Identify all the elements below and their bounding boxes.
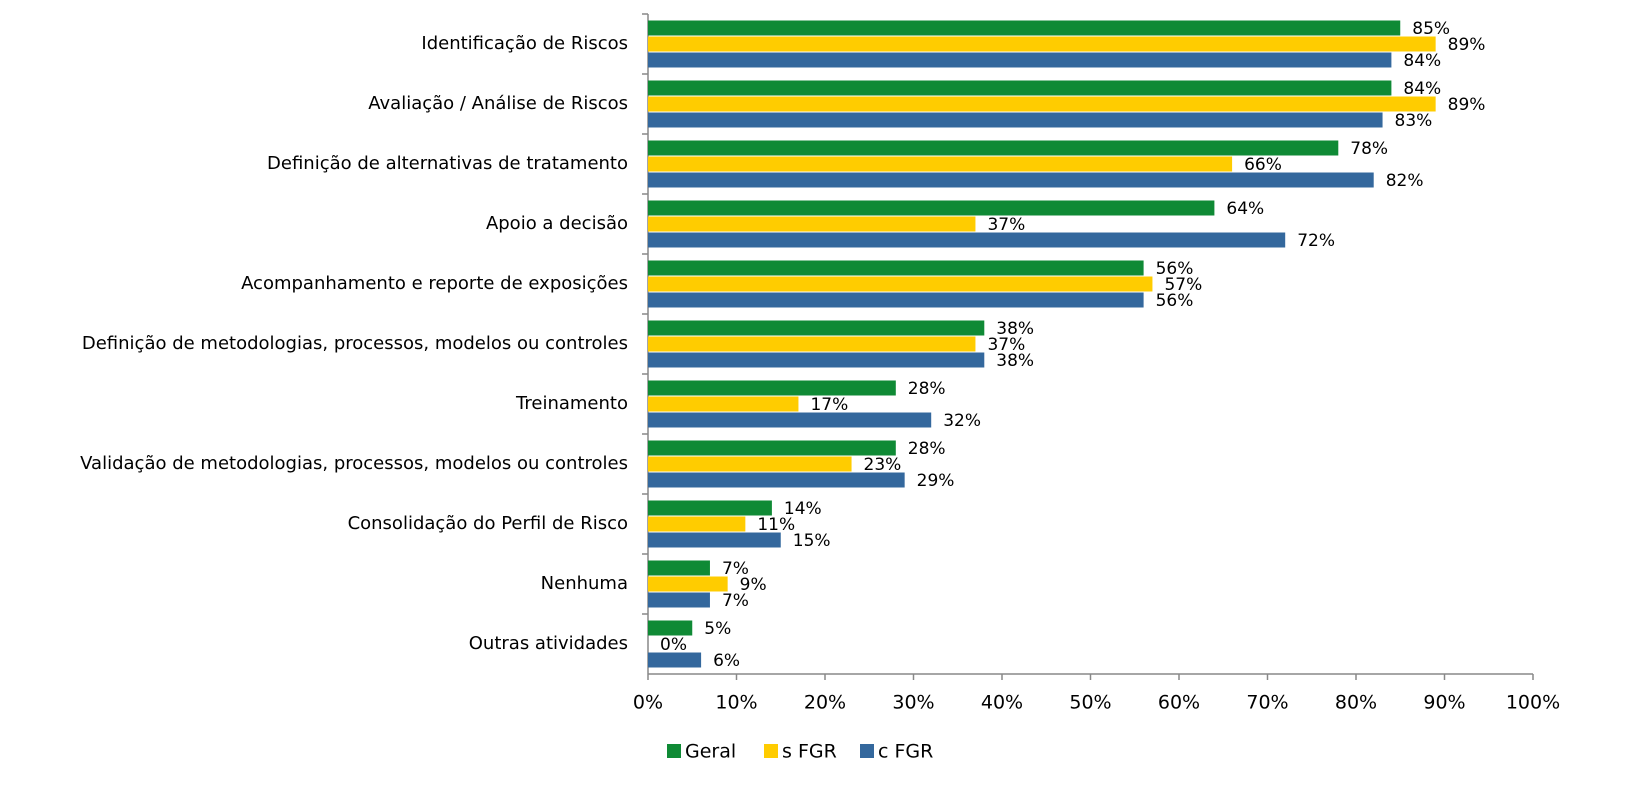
data-label: 78% (1350, 139, 1388, 159)
data-label: 23% (864, 455, 902, 475)
bar (648, 232, 1286, 248)
bar (648, 36, 1436, 52)
bar (648, 292, 1144, 308)
y-tick-label: Acompanhamento e reporte de exposições (241, 273, 628, 294)
x-tick-label: 90% (1423, 692, 1465, 714)
data-label: 6% (713, 651, 740, 671)
bar (648, 576, 728, 592)
y-tick-label: Avaliação / Análise de Riscos (368, 93, 628, 114)
bar (648, 560, 710, 576)
legend-swatch (860, 744, 874, 758)
bar (648, 140, 1339, 156)
data-label: 5% (704, 619, 731, 639)
bar (648, 276, 1153, 292)
bar (648, 320, 985, 336)
data-label: 72% (1297, 231, 1335, 251)
data-label: 82% (1386, 171, 1424, 191)
y-tick-label: Apoio a decisão (486, 213, 628, 234)
data-label: 38% (996, 319, 1034, 339)
bar (648, 456, 852, 472)
bar (648, 440, 896, 456)
bar (648, 352, 985, 368)
y-tick-label: Consolidação do Perfil de Risco (348, 513, 628, 534)
data-label: 66% (1244, 155, 1282, 175)
data-label: 7% (722, 591, 749, 611)
bar (648, 500, 772, 516)
bar (648, 20, 1401, 36)
data-label: 89% (1448, 95, 1486, 115)
data-label: 0% (660, 635, 687, 655)
bar (648, 172, 1374, 188)
x-tick-label: 80% (1335, 692, 1377, 714)
y-tick-label: Definição de metodologias, processos, mo… (82, 333, 628, 354)
data-label: 84% (1403, 79, 1441, 99)
bar (648, 532, 781, 548)
y-tick-label: Definição de alternativas de tratamento (267, 153, 628, 174)
bar (648, 216, 976, 232)
data-label: 11% (757, 515, 795, 535)
bar (648, 516, 746, 532)
bar (648, 620, 693, 636)
y-tick-label: Identificação de Riscos (421, 33, 628, 54)
data-label: 7% (722, 559, 749, 579)
bar (648, 592, 710, 608)
bar (648, 260, 1144, 276)
legend-swatch (764, 744, 778, 758)
data-label: 14% (784, 499, 822, 519)
data-label: 17% (810, 395, 848, 415)
data-label: 28% (908, 439, 946, 459)
bar (648, 200, 1215, 216)
data-label: 84% (1403, 51, 1441, 71)
legend-label: s FGR (782, 741, 837, 763)
bar (648, 336, 976, 352)
legend-swatch (667, 744, 681, 758)
bar (648, 396, 799, 412)
data-label: 32% (943, 411, 981, 431)
bar (648, 412, 932, 428)
bar (648, 80, 1392, 96)
data-label: 37% (987, 215, 1025, 235)
bar (648, 52, 1392, 68)
y-tick-label: Nenhuma (541, 573, 628, 594)
y-tick-label: Outras atividades (469, 633, 628, 654)
data-label: 83% (1395, 111, 1433, 131)
x-tick-label: 20% (804, 692, 846, 714)
x-tick-label: 70% (1246, 692, 1288, 714)
data-label: 56% (1156, 291, 1194, 311)
bar (648, 156, 1233, 172)
x-tick-label: 50% (1069, 692, 1111, 714)
bar (648, 652, 702, 668)
data-label: 38% (996, 351, 1034, 371)
data-label: 64% (1226, 199, 1264, 219)
y-tick-label: Validação de metodologias, processos, mo… (80, 453, 628, 474)
data-label: 85% (1412, 19, 1450, 39)
bar (648, 472, 905, 488)
data-label: 57% (1164, 275, 1202, 295)
data-label: 28% (908, 379, 946, 399)
x-tick-label: 60% (1158, 692, 1200, 714)
x-tick-label: 30% (892, 692, 934, 714)
legend-label: Geral (685, 741, 736, 763)
bar (648, 96, 1436, 112)
data-label: 29% (917, 471, 955, 491)
x-tick-label: 100% (1506, 692, 1560, 714)
legend-label: c FGR (878, 741, 933, 763)
bar (648, 112, 1383, 128)
x-tick-label: 0% (633, 692, 663, 714)
data-label: 37% (987, 335, 1025, 355)
x-tick-label: 10% (715, 692, 757, 714)
data-label: 9% (740, 575, 767, 595)
data-label: 56% (1156, 259, 1194, 279)
bar (648, 380, 896, 396)
x-tick-label: 40% (981, 692, 1023, 714)
data-label: 15% (793, 531, 831, 551)
data-label: 89% (1448, 35, 1486, 55)
y-tick-label: Treinamento (515, 393, 628, 414)
